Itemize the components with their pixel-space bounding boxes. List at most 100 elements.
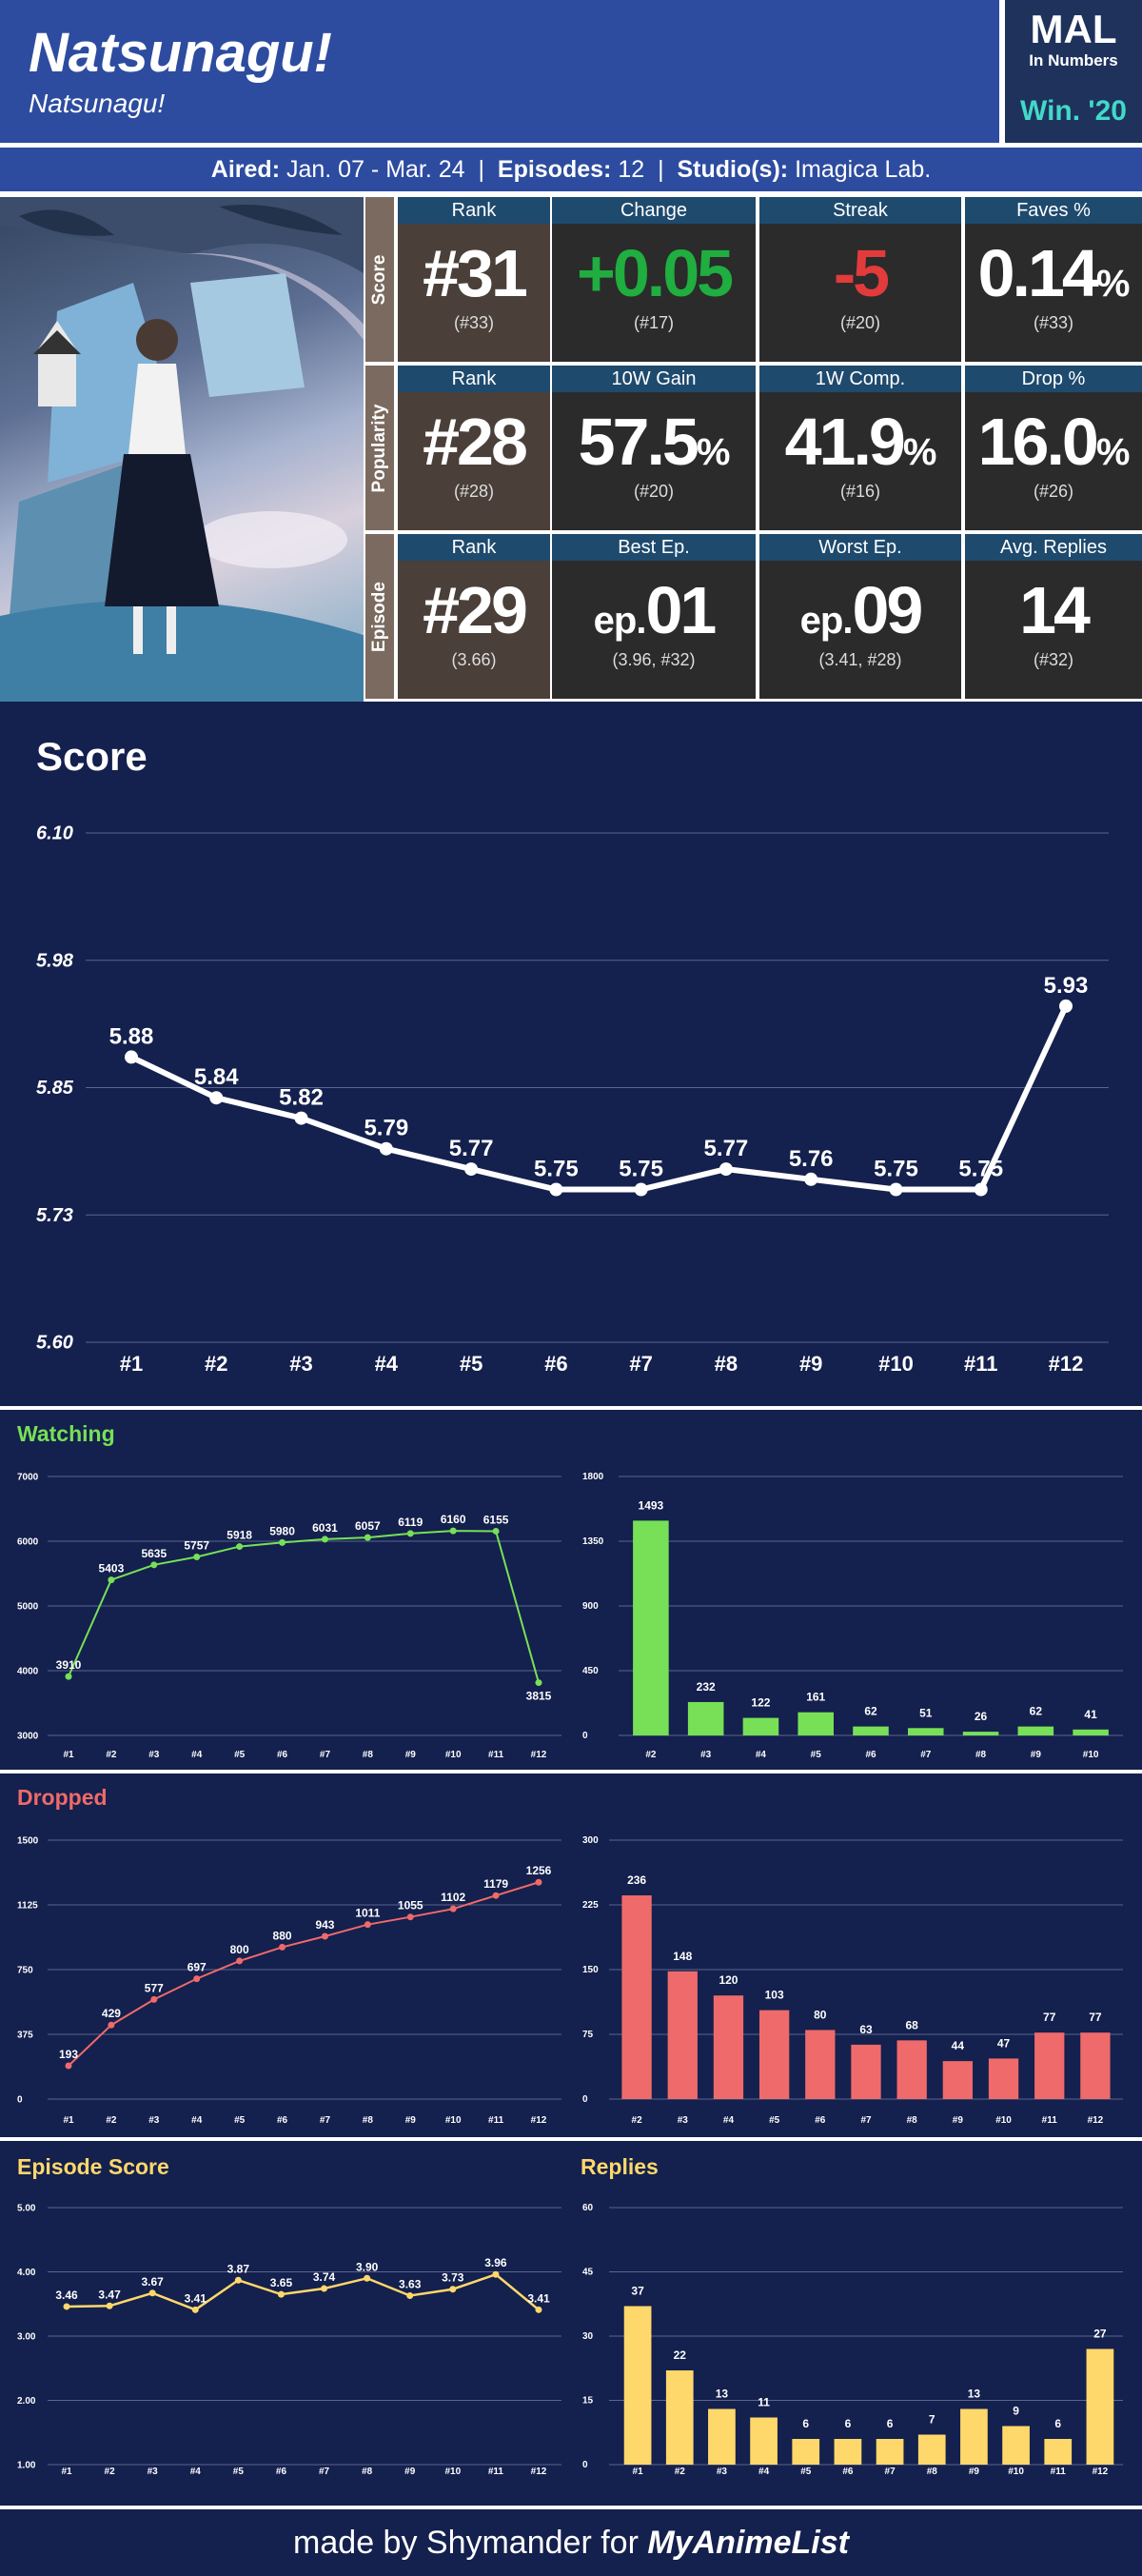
y-tick-label: 0 [582,2460,588,2470]
section-divider [0,2137,1142,2141]
data-label: 3.74 [313,2270,336,2284]
stat-number: 14 [1019,573,1091,647]
y-tick-label: 6000 [17,1536,39,1547]
stat-cell: Rank #31 (#33) [398,197,550,362]
bar [687,1701,724,1735]
bar [917,2434,946,2465]
anime-title: Natsunagu! [29,22,332,84]
x-tick-label: #11 [488,2467,504,2477]
y-tick-label: 1800 [582,1472,604,1482]
episodes-value: 12 [618,156,645,183]
score-section: Score 6.10 5.98 5.85 5.73 5.60 5.88 5.84 5.82 5.7… [0,702,1142,1406]
data-label: 3.46 [55,2289,78,2302]
bar [713,1995,744,2099]
x-tick-label: #6 [842,2467,854,2477]
score-chart: Score 6.10 5.98 5.85 5.73 5.60 5.88 5.84 5.82 5.7… [36,734,1109,1376]
watching-section: Watching 7000 6000 5000 4000 3000 3910 5403 5635… [0,1410,1142,1770]
chart-title: Score [36,734,148,779]
data-point [108,2021,115,2029]
stat-cell: Streak -5 (#20) [759,197,961,362]
y-tick-label: 4.00 [17,2268,36,2278]
stat-row-label-text: Score [369,254,389,305]
data-label: 5.82 [279,1085,324,1111]
stat-sub-text: (#28) [453,482,495,501]
x-tick-label: #2 [105,2467,116,2477]
footer-credit: made by Shymander for [293,2525,639,2561]
data-label: 3815 [526,1690,552,1703]
data-label: 6119 [398,1516,423,1529]
x-tick-label: #7 [920,1750,932,1760]
data-label: 3.96 [484,2256,507,2269]
x-tick-label: #8 [927,2467,938,2477]
stat-heading: Rank [398,366,550,392]
x-tick-label: #11 [488,1750,504,1760]
chart-title: Watching [17,1421,115,1446]
stat-cell: Worst Ep. ep.09 (3.41, #28) [759,534,961,699]
data-point [193,1554,201,1561]
stat-heading: 10W Gain [552,366,756,392]
bar [960,2408,988,2465]
bar-label: 120 [719,1973,738,1987]
stat-subvalue: (#33) [398,313,550,333]
data-point [236,1543,244,1551]
data-label: 3.41 [527,2291,550,2305]
stat-cell: Change +0.05 (#17) [552,197,756,362]
x-tick-label: #8 [975,1750,987,1760]
info-separator: | [478,156,485,183]
x-tick-label: #12 [531,1750,547,1760]
series-line [68,1530,540,1683]
x-tick-label: #9 [1031,1750,1042,1760]
bar [988,2058,1019,2099]
dropped-section: Dropped 1500 1125 750 375 0 193 429 577 697 800 880… [0,1773,1142,2137]
y-tick-label: 7000 [17,1472,39,1482]
stat-number: 16.0 [977,405,1099,479]
data-point [719,1162,733,1177]
bar-label: 80 [814,2008,827,2021]
data-point [65,1673,72,1680]
stat-sub-text: (#20) [633,482,675,501]
logo-season: Win. '20 [1020,95,1127,127]
bar [896,2040,927,2099]
bar-label: 1493 [639,1498,664,1512]
data-point [535,2306,542,2313]
x-tick-label: #4 [191,1750,203,1760]
bar [797,1712,834,1735]
x-tick-label: #8 [907,2115,918,2126]
x-tick-label: #8 [363,1750,374,1760]
data-label: 697 [187,1961,207,1974]
x-tick-label: #4 [723,2115,735,2126]
episode-charts: Episode Score Replies 5.00 4.00 3.00 2.00 1.00… [17,2154,1123,2477]
data-point [209,1091,224,1105]
data-point [464,1162,479,1177]
logo-in-numbers: In Numbers [1029,51,1118,69]
data-label: 6160 [441,1513,466,1526]
stat-heading: Worst Ep. [759,534,961,561]
stat-number: 0.14 [977,236,1099,310]
stat-cell: 1W Comp. 41.9% (#16) [759,366,961,530]
chart-title: Replies [581,2154,659,2179]
y-tick-label: 1125 [17,1900,38,1911]
stat-value: 57.5% [552,404,756,490]
x-tick-label: #12 [1088,2115,1104,2126]
info-separator: | [658,156,664,183]
stat-number: #28 [423,405,528,479]
y-tick-label: 3.00 [17,2331,36,2342]
x-tick-label: #10 [445,2115,462,2126]
data-label: 5.75 [619,1157,663,1182]
data-point [321,2285,328,2292]
stat-value: ep.09 [759,572,961,659]
x-tick-label: #8 [362,2467,373,2477]
y-tick-label: 60 [582,2203,594,2213]
x-tick-label: #7 [320,2115,331,2126]
stat-value: #31 [398,235,550,311]
x-tick-label: #5 [234,2115,246,2126]
data-label: 800 [230,1943,249,1956]
x-tick-label: #11 [488,2115,504,2126]
stat-sub-text: (#26) [1033,482,1074,501]
bar-label: 27 [1093,2328,1107,2341]
x-tick-label: #9 [405,2115,417,2126]
data-label: 5403 [99,1562,125,1575]
data-point [279,1943,286,1951]
x-tick-label: #5 [234,1750,246,1760]
data-point [108,1576,115,1584]
